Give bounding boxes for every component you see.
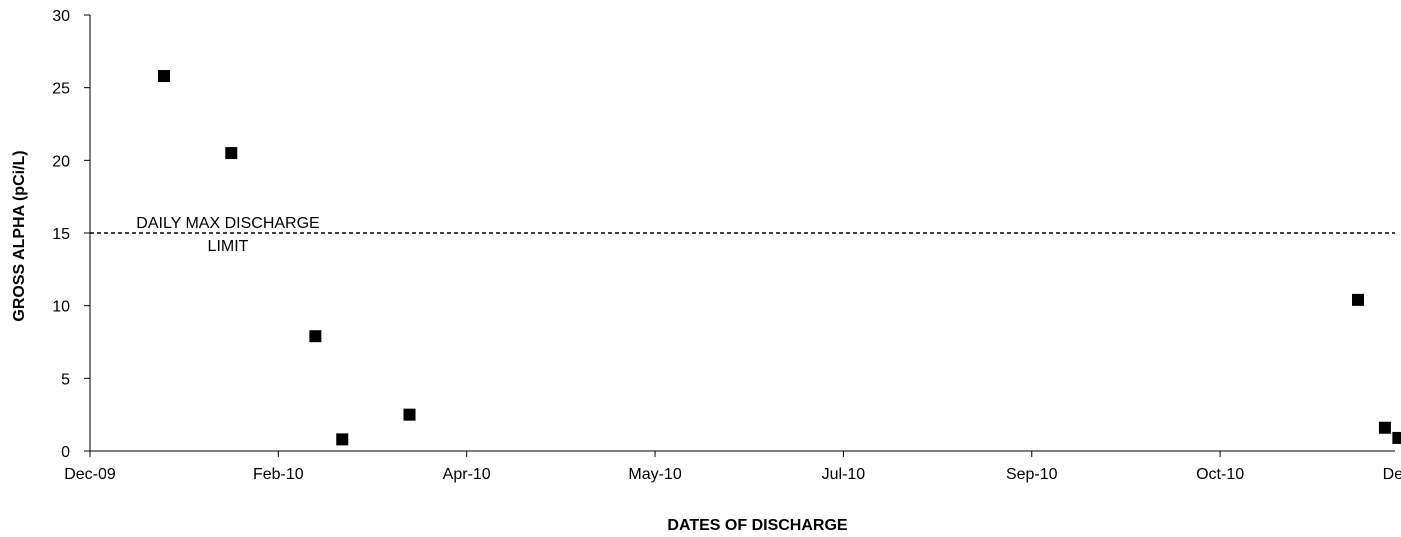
y-tick-label: 30: [52, 8, 70, 25]
x-tick-label: Dec-10: [1383, 466, 1401, 483]
x-tick-label: Dec-09: [64, 466, 116, 483]
y-tick-label: 0: [61, 444, 70, 461]
y-tick-label: 10: [52, 299, 70, 316]
data-point: [403, 408, 416, 421]
y-tick-label: 20: [52, 153, 70, 170]
data-point: [1378, 421, 1391, 434]
data-point: [157, 70, 170, 83]
data-point: [1352, 293, 1365, 306]
data-point: [1392, 431, 1401, 444]
x-axis-ticks: Dec-09 Feb-10 Apr-10 May-10 Jul-10 Sep-10 Oct-…: [64, 451, 1401, 483]
x-tick-label: Feb-10: [253, 466, 304, 483]
y-axis-title: GROSS ALPHA (pCi/L): [11, 150, 28, 321]
data-points: [157, 70, 1401, 446]
x-tick-label: Apr-10: [443, 466, 491, 483]
data-point: [336, 433, 349, 446]
y-tick-label: 15: [52, 226, 70, 243]
x-tick-label: May-10: [628, 466, 681, 483]
reference-line-label: DAILY MAX DISCHARGE: [136, 215, 319, 232]
y-tick-label: 25: [52, 81, 70, 98]
reference-line-label-continued: LIMIT: [208, 238, 249, 255]
x-tick-label: Sep-10: [1006, 466, 1058, 483]
y-axis-ticks: 0 5 10 15 20 25 30: [52, 8, 90, 461]
data-point: [309, 330, 322, 343]
y-tick-label: 5: [61, 371, 70, 388]
x-tick-label: Oct-10: [1196, 466, 1244, 483]
data-point: [225, 147, 238, 160]
plot-area: 0 5 10 15 20 25 30 Dec-09 Feb-10 Apr-10 May-10 Jul…: [52, 8, 1401, 483]
x-tick-label: Jul-10: [822, 466, 866, 483]
x-axis-title: DATES OF DISCHARGE: [667, 517, 847, 534]
